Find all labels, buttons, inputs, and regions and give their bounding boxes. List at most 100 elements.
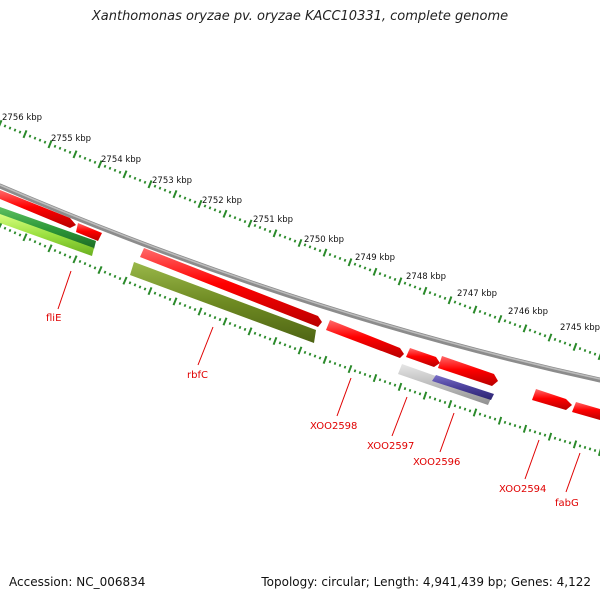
minor-tick (228, 321, 232, 326)
genome-backbone (0, 183, 600, 383)
minor-tick (433, 397, 437, 401)
minor-tick (413, 285, 417, 289)
minor-tick (543, 433, 547, 437)
gene-label: XOO2596 (413, 457, 460, 468)
minor-tick (243, 220, 247, 224)
minor-tick (218, 210, 222, 214)
major-tick (497, 314, 503, 324)
minor-tick (408, 283, 412, 287)
minor-tick (578, 347, 582, 351)
minor-tick (3, 226, 7, 230)
gene-arrow (130, 262, 316, 343)
minor-tick (233, 323, 237, 328)
minor-tick (308, 245, 312, 249)
major-tick (172, 190, 178, 199)
gene-arrow (0, 214, 94, 256)
minor-tick (193, 200, 197, 204)
major-tick (0, 119, 3, 127)
scale-label: 2748 kbp (406, 272, 446, 282)
minor-tick (563, 439, 567, 443)
minor-tick (478, 412, 482, 416)
minor-tick (418, 287, 422, 291)
minor-tick (318, 356, 322, 360)
minor-tick (168, 190, 172, 194)
major-tick (272, 336, 278, 346)
minor-tick (588, 350, 592, 354)
major-tick (72, 150, 78, 159)
minor-tick (313, 354, 317, 358)
minor-tick (403, 387, 407, 391)
minor-tick (593, 352, 597, 356)
major-tick (247, 219, 253, 228)
major-tick (147, 287, 153, 296)
accession-text: Accession: NC_006834 (9, 575, 146, 589)
minor-tick (508, 422, 512, 426)
minor-tick (178, 194, 182, 198)
minor-tick (588, 447, 592, 451)
scale-label: 2754 kbp (101, 155, 141, 165)
minor-tick (178, 301, 182, 306)
minor-tick (443, 296, 447, 300)
minor-tick (233, 216, 237, 220)
minor-tick (138, 285, 142, 289)
page-title: Xanthomonas oryzae pv. oryzae KACC10331,… (91, 9, 509, 24)
minor-tick (18, 233, 22, 237)
major-tick (597, 353, 600, 361)
major-tick (347, 364, 353, 374)
minor-tick (33, 240, 37, 244)
minor-tick (238, 218, 242, 222)
scale-label: 2751 kbp (253, 215, 293, 225)
minor-tick (463, 407, 467, 411)
minor-tick (518, 324, 522, 329)
minor-tick (253, 223, 257, 228)
minor-tick (383, 274, 387, 278)
minor-tick (13, 128, 17, 132)
minor-tick (213, 316, 217, 320)
minor-tick (258, 333, 262, 337)
minor-tick (353, 369, 357, 373)
major-tick (372, 267, 378, 276)
minor-tick (408, 388, 412, 392)
minor-tick (428, 395, 432, 399)
major-tick (0, 221, 3, 229)
major-tick (122, 276, 128, 285)
major-tick (447, 296, 453, 305)
minor-tick (453, 300, 457, 304)
minor-tick (358, 371, 362, 375)
minor-tick (328, 253, 332, 257)
major-tick (547, 333, 553, 342)
minor-tick (283, 235, 287, 239)
minor-tick (58, 146, 62, 150)
minor-tick (353, 262, 357, 266)
minor-tick (288, 237, 292, 241)
minor-tick (363, 266, 367, 270)
major-tick (572, 440, 578, 449)
minor-tick (393, 383, 397, 387)
minor-tick (188, 198, 192, 202)
minor-tick (88, 158, 92, 162)
minor-tick (153, 291, 157, 295)
minor-tick (343, 365, 347, 369)
major-tick (547, 432, 553, 441)
minor-tick (463, 304, 467, 308)
major-tick (22, 130, 28, 139)
gene-arrow (438, 356, 498, 386)
minor-tick (578, 444, 582, 448)
major-tick (522, 424, 528, 433)
minor-tick (8, 228, 12, 233)
minor-tick (243, 327, 247, 331)
minor-tick (418, 392, 422, 396)
minor-tick (108, 166, 112, 170)
minor-tick (583, 445, 587, 449)
minor-tick (133, 283, 137, 287)
major-tick (47, 140, 53, 149)
minor-tick (378, 272, 382, 276)
major-tick (497, 416, 503, 425)
major-tick (122, 170, 128, 179)
major-tick (347, 258, 353, 267)
minor-tick (293, 347, 297, 351)
minor-tick (53, 144, 57, 148)
minor-tick (213, 208, 217, 212)
minor-tick (203, 204, 207, 208)
minor-tick (153, 184, 157, 188)
